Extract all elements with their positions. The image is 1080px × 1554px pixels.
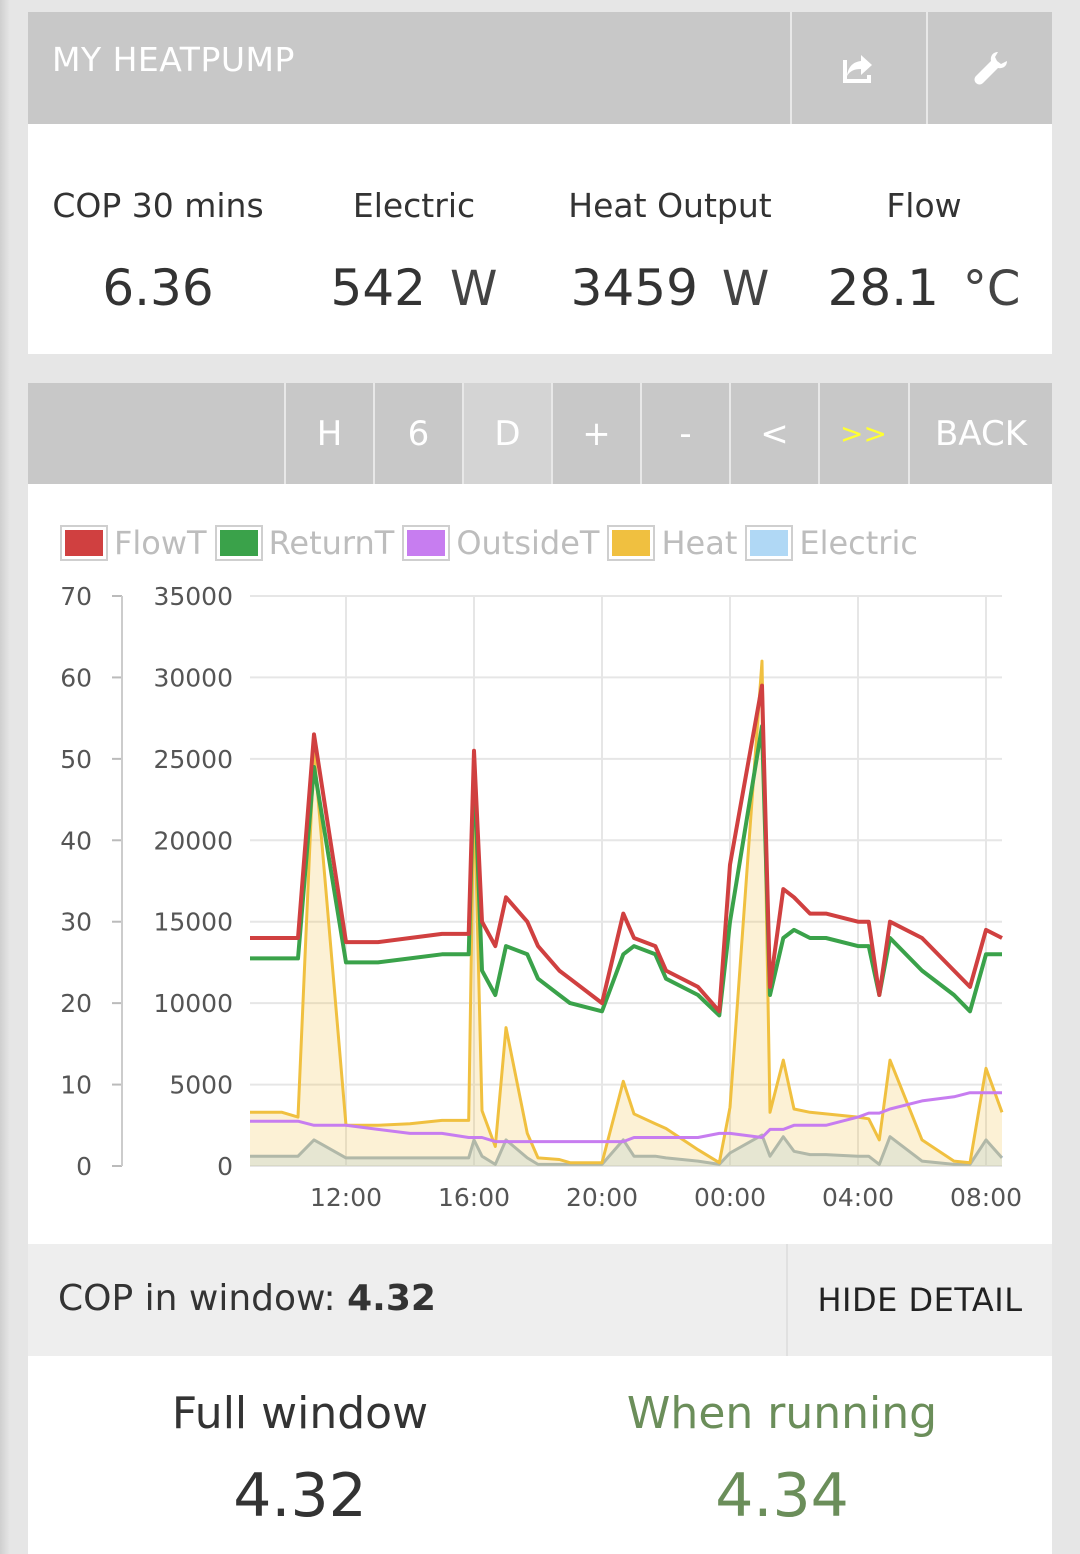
series-line-electric (250, 1133, 1004, 1166)
time-series-chart[interactable]: 0 10 20 30 40 50 60 70 0 5000 10000 15000 20000 25000… (28, 484, 1052, 1244)
cop-window-bar: COP in window: 4.32 HIDE DETAIL (28, 1244, 1052, 1356)
stat-label: COP 30 mins (52, 186, 264, 225)
x-tick-label: 08:00 (950, 1183, 1022, 1212)
y-right-tick-label: 30000 (153, 663, 233, 692)
y-left-tick-label: 30 (60, 908, 92, 937)
legend-item-returnt[interactable]: ReturnT (214, 524, 395, 562)
chart-panel: FlowT ReturnT OutsideT Heat Electric 0 10… (28, 484, 1052, 1244)
legend-item-heat[interactable]: Heat (607, 524, 737, 562)
legend-item-outsidet[interactable]: OutsideT (402, 524, 599, 562)
stat-cop: COP 30 mins 6.36 (30, 186, 286, 317)
share-icon (842, 55, 872, 83)
y-left-tick-label: 40 (60, 826, 92, 855)
legend-label: OutsideT (456, 524, 600, 562)
legend-item-electric[interactable]: Electric (745, 524, 918, 562)
share-button[interactable] (790, 12, 925, 124)
x-tick-label: 00:00 (694, 1183, 766, 1212)
back-button[interactable]: BACK (908, 383, 1052, 484)
app-header: MY HEATPUMP (28, 12, 1052, 124)
full-window-stat: Full window 4.32 (44, 1388, 556, 1531)
stat-label: Flow (886, 186, 962, 225)
page-edge (0, 0, 10, 1554)
legend-swatch (407, 530, 446, 556)
day-button[interactable]: D (462, 383, 551, 484)
stat-value: 542 (330, 259, 426, 317)
when-running-value: 4.34 (715, 1461, 849, 1531)
y-left-tick-label: 50 (60, 745, 92, 774)
legend-item-flowt[interactable]: FlowT (60, 524, 207, 562)
when-running-stat: When running 4.34 (526, 1388, 1038, 1531)
y-left-tick-label: 70 (60, 582, 92, 611)
stat-unit: °C (962, 261, 1021, 317)
stat-label: Electric (352, 186, 476, 225)
zoom-out-button[interactable]: - (640, 383, 729, 484)
legend-label: Heat (661, 524, 738, 562)
hour-button[interactable]: H (284, 383, 373, 484)
y-left-tick-label: 0 (76, 1152, 92, 1181)
fast-forward-button[interactable]: >> (818, 383, 907, 484)
cop-window-label: COP in window: (58, 1278, 336, 1319)
y-left-tick-label: 10 (60, 1071, 92, 1100)
series-line-flowt (250, 683, 1003, 1014)
y-right-tick-label: 20000 (153, 826, 233, 855)
chart-legend: FlowT ReturnT OutsideT Heat Electric (60, 524, 926, 562)
x-tick-label: 20:00 (566, 1183, 638, 1212)
wrench-icon (974, 52, 1007, 85)
legend-label: Electric (799, 524, 918, 562)
stat-label: Heat Output (568, 186, 772, 225)
stat-value: 28.1 (827, 259, 939, 317)
stat-electric: Electric 542 W (286, 186, 542, 317)
stat-heat-output: Heat Output 3459 W (542, 186, 798, 317)
y-right-tick-label: 25000 (153, 745, 233, 774)
full-window-value: 4.32 (233, 1461, 367, 1531)
stat-unit: W (449, 261, 498, 317)
series-area-heat (250, 661, 1002, 1166)
y-right-tick-label: 0 (217, 1152, 233, 1181)
legend-swatch (219, 530, 258, 556)
series-line-returnt (250, 724, 1002, 1018)
hide-detail-button[interactable]: HIDE DETAIL (786, 1244, 1052, 1356)
legend-label: ReturnT (268, 524, 395, 562)
legend-swatch (65, 530, 103, 556)
y-right-tick-label: 35000 (153, 582, 233, 611)
stat-value: 3459 (570, 259, 698, 317)
y-left-tick-label: 20 (60, 989, 92, 1018)
x-tick-label: 12:00 (310, 1183, 382, 1212)
y-right-tick-label: 10000 (153, 989, 233, 1018)
legend-swatch (750, 530, 789, 556)
stat-flow: Flow 28.1 °C (796, 186, 1052, 317)
full-window-label: Full window (171, 1388, 429, 1439)
stat-value: 6.36 (102, 259, 214, 317)
x-tick-label: 16:00 (438, 1183, 510, 1212)
legend-swatch (612, 530, 651, 556)
stats-panel: COP 30 mins 6.36 Electric 542 W Heat Outp… (28, 124, 1052, 354)
zoom-in-button[interactable]: + (551, 383, 640, 484)
time-toolbar: H 6 D + - < >> BACK (28, 383, 1052, 484)
stat-unit: W (721, 261, 770, 317)
cop-detail-panel: Full window 4.32 When running 4.34 (28, 1356, 1052, 1554)
legend-label: FlowT (114, 524, 207, 562)
app-title: MY HEATPUMP (52, 40, 295, 79)
y-right-tick-label: 5000 (169, 1071, 233, 1100)
y-right-tick-label: 15000 (153, 908, 233, 937)
settings-button[interactable] (926, 12, 1052, 124)
cop-window-value: 4.32 (347, 1278, 436, 1319)
series-line-heat (250, 659, 1004, 1165)
when-running-label: When running (626, 1388, 938, 1439)
y-left-tick-label: 60 (60, 663, 92, 692)
series-line-outsidet (250, 1091, 1002, 1144)
cop-window: COP in window: 4.32 (58, 1278, 436, 1319)
pan-left-button[interactable]: < (729, 383, 818, 484)
x-tick-label: 04:00 (822, 1183, 894, 1212)
six-hour-button[interactable]: 6 (373, 383, 462, 484)
